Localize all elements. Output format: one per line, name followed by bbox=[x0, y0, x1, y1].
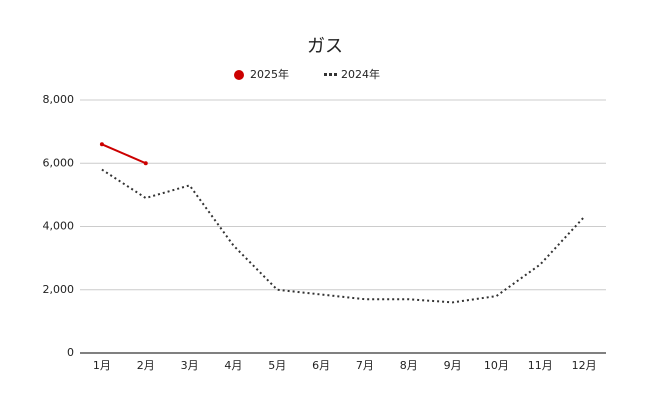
legend-swatch bbox=[329, 73, 332, 76]
x-tick-label: 5月 bbox=[268, 359, 286, 372]
x-tick-label: 9月 bbox=[444, 359, 462, 372]
legend-swatch bbox=[334, 73, 337, 76]
y-tick-label: 4,000 bbox=[43, 220, 75, 233]
series-line bbox=[101, 168, 585, 304]
y-tick-label: 6,000 bbox=[43, 156, 75, 169]
legend-label: 2025年 bbox=[250, 67, 289, 81]
legend-swatch bbox=[324, 73, 327, 76]
legend-swatch bbox=[234, 70, 244, 80]
x-tick-label: 11月 bbox=[528, 359, 553, 372]
x-tick-label: 8月 bbox=[400, 359, 418, 372]
point bbox=[99, 142, 104, 147]
x-tick-label: 7月 bbox=[356, 359, 374, 372]
y-tick-label: 2,000 bbox=[43, 283, 75, 296]
x-tick-label: 12月 bbox=[572, 359, 597, 372]
x-tick-label: 2月 bbox=[137, 359, 155, 372]
legend-label: 2024年 bbox=[341, 67, 380, 81]
x-tick-label: 1月 bbox=[93, 359, 111, 372]
chart-title: ガス bbox=[307, 36, 343, 57]
y-tick-label: 0 bbox=[67, 346, 74, 359]
x-tick-label: 3月 bbox=[181, 359, 199, 372]
x-tick-label: 6月 bbox=[312, 359, 330, 372]
point bbox=[143, 161, 148, 166]
series-line bbox=[101, 143, 147, 165]
x-tick-label: 10月 bbox=[484, 359, 509, 372]
y-tick-label: 8,000 bbox=[43, 93, 75, 106]
x-tick-label: 4月 bbox=[224, 359, 242, 372]
